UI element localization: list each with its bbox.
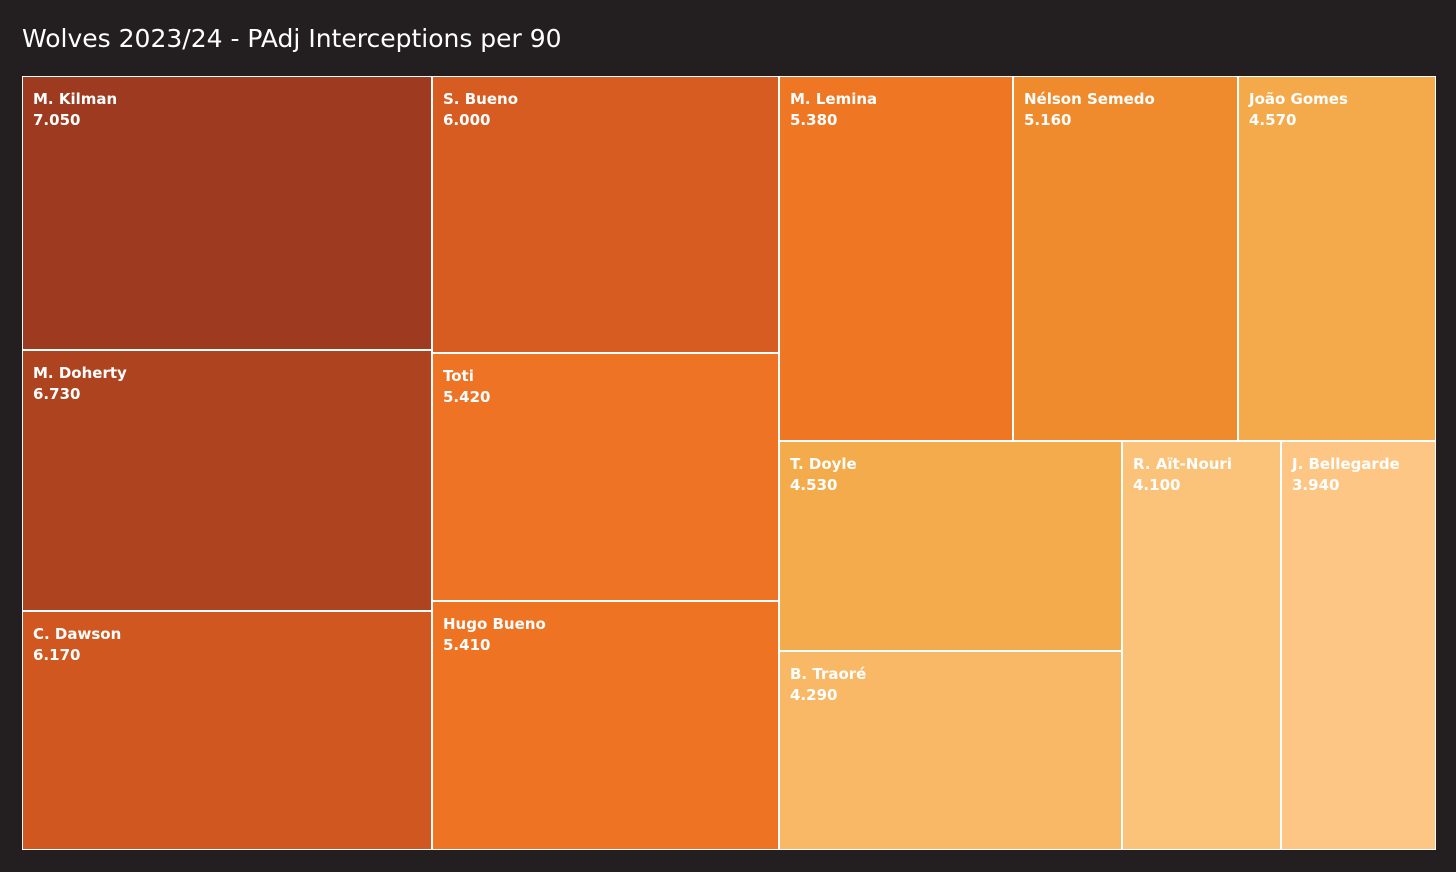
tile-name: Hugo Bueno bbox=[443, 615, 546, 633]
treemap-tile-nelson-semedo: Nélson Semedo 5.160 bbox=[1013, 76, 1238, 441]
treemap-tile-b-traore: B. Traoré 4.290 bbox=[779, 651, 1122, 850]
treemap-tile-r-ait-nouri: R. Aït-Nouri 4.100 bbox=[1122, 441, 1281, 850]
tile-label: João Gomes 4.570 bbox=[1249, 89, 1348, 131]
tile-label: B. Traoré 4.290 bbox=[790, 664, 866, 706]
tile-name: T. Doyle bbox=[790, 455, 857, 473]
tile-value: 4.530 bbox=[790, 476, 838, 494]
treemap-tile-m-doherty: M. Doherty 6.730 bbox=[22, 350, 432, 611]
tile-value: 4.570 bbox=[1249, 111, 1297, 129]
treemap: M. Kilman 7.050 M. Doherty 6.730 C. Dawson 6.… bbox=[22, 76, 1436, 850]
treemap-tile-t-doyle: T. Doyle 4.530 bbox=[779, 441, 1122, 651]
tile-value: 3.940 bbox=[1292, 476, 1340, 494]
tile-name: R. Aït-Nouri bbox=[1133, 455, 1232, 473]
tile-value: 4.100 bbox=[1133, 476, 1181, 494]
tile-value: 5.420 bbox=[443, 388, 491, 406]
tile-name: J. Bellegarde bbox=[1292, 455, 1400, 473]
treemap-tile-j-bellegarde: J. Bellegarde 3.940 bbox=[1281, 441, 1436, 850]
tile-label: M. Doherty 6.730 bbox=[33, 363, 127, 405]
tile-label: Nélson Semedo 5.160 bbox=[1024, 89, 1155, 131]
treemap-tile-hugo-bueno: Hugo Bueno 5.410 bbox=[432, 601, 779, 850]
tile-name: B. Traoré bbox=[790, 665, 867, 683]
tile-value: 6.730 bbox=[33, 385, 81, 403]
tile-value: 5.160 bbox=[1024, 111, 1072, 129]
tile-name: C. Dawson bbox=[33, 625, 122, 643]
treemap-tile-s-bueno: S. Bueno 6.000 bbox=[432, 76, 779, 353]
tile-label: Toti 5.420 bbox=[443, 366, 490, 408]
tile-value: 5.410 bbox=[443, 636, 491, 654]
treemap-tile-toti: Toti 5.420 bbox=[432, 353, 779, 601]
tile-label: Hugo Bueno 5.410 bbox=[443, 614, 546, 656]
tile-name: M. Kilman bbox=[33, 90, 118, 108]
tile-label: M. Kilman 7.050 bbox=[33, 89, 117, 131]
tile-label: S. Bueno 6.000 bbox=[443, 89, 518, 131]
tile-name: S. Bueno bbox=[443, 90, 518, 108]
tile-value: 5.380 bbox=[790, 111, 838, 129]
tile-value: 6.170 bbox=[33, 646, 81, 664]
tile-name: Nélson Semedo bbox=[1024, 90, 1155, 108]
tile-name: Toti bbox=[443, 367, 474, 385]
tile-name: M. Lemina bbox=[790, 90, 878, 108]
tile-label: R. Aït-Nouri 4.100 bbox=[1133, 454, 1232, 496]
chart-title: Wolves 2023/24 - PAdj Interceptions per … bbox=[22, 24, 562, 53]
tile-label: C. Dawson 6.170 bbox=[33, 624, 121, 666]
tile-label: J. Bellegarde 3.940 bbox=[1292, 454, 1400, 496]
treemap-tile-c-dawson: C. Dawson 6.170 bbox=[22, 611, 432, 850]
tile-name: M. Doherty bbox=[33, 364, 127, 382]
tile-value: 6.000 bbox=[443, 111, 491, 129]
treemap-tile-m-kilman: M. Kilman 7.050 bbox=[22, 76, 432, 350]
tile-label: M. Lemina 5.380 bbox=[790, 89, 877, 131]
tile-name: João Gomes bbox=[1249, 90, 1348, 108]
tile-label: T. Doyle 4.530 bbox=[790, 454, 857, 496]
tile-value: 4.290 bbox=[790, 686, 838, 704]
treemap-tile-joao-gomes: João Gomes 4.570 bbox=[1238, 76, 1436, 441]
treemap-tile-m-lemina: M. Lemina 5.380 bbox=[779, 76, 1013, 441]
tile-value: 7.050 bbox=[33, 111, 81, 129]
